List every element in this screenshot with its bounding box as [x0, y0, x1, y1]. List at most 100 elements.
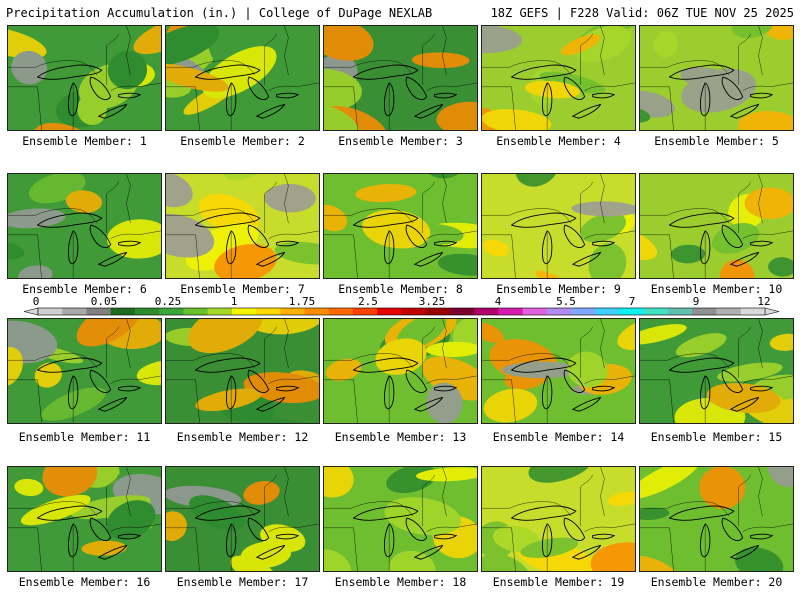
precip-map [482, 319, 635, 423]
precip-map [640, 174, 793, 278]
precip-map [482, 467, 635, 571]
precip-map [482, 174, 635, 278]
colorbar-swatch [619, 308, 645, 315]
colorbar-swatch [692, 308, 717, 315]
ensemble-panel-10 [639, 173, 794, 279]
ensemble-panel-2 [165, 25, 320, 131]
ensemble-panel-8 [323, 173, 478, 279]
ensemble-member-label: Ensemble Member: 8 [338, 282, 463, 296]
ensemble-panel-3 [323, 25, 478, 131]
colorbar-swatch [571, 308, 596, 315]
ensemble-member-label: Ensemble Member: 17 [176, 575, 309, 589]
precip-map [166, 319, 319, 423]
ensemble-member-label: Ensemble Member: 1 [22, 134, 147, 148]
colorbar-swatch [498, 308, 524, 315]
ensemble-panel-12 [165, 318, 320, 424]
colorbar-tick-label: 2.5 [358, 296, 378, 308]
colorbar-swatch [256, 308, 281, 315]
precip-map [8, 174, 161, 278]
colorbar-swatch [159, 308, 184, 315]
ensemble-member-label: Ensemble Member: 19 [492, 575, 625, 589]
precip-map [324, 174, 477, 278]
colorbar-swatch [110, 308, 136, 315]
ensemble-panel-7 [165, 173, 320, 279]
colorbar-legend: 0 0.05 0.25 1 1.75 2.5 3.25 4 5.5 7 9 12 [0, 296, 800, 320]
ensemble-panel-9 [481, 173, 636, 279]
colorbar-tick-label: 9 [693, 296, 700, 308]
ensemble-panel-19 [481, 466, 636, 572]
ensemble-member-label: Ensemble Member: 14 [492, 430, 625, 444]
ensemble-panel-20 [639, 466, 794, 572]
ensemble-member-label: Ensemble Member: 10 [650, 282, 783, 296]
colorbar-swatch [86, 308, 112, 315]
colorbar-swatch [304, 308, 330, 315]
colorbar-tick-label: 12 [757, 296, 770, 308]
ensemble-member-label: Ensemble Member: 3 [338, 134, 463, 148]
colorbar-tick-label: 7 [629, 296, 636, 308]
ensemble-panel-5 [639, 25, 794, 131]
ensemble-panel-1 [7, 25, 162, 131]
colorbar-swatch [207, 308, 233, 315]
precip-map [166, 174, 319, 278]
run-info: 18Z GEFS | F228 Valid: 06Z TUE NOV 25 20… [490, 6, 794, 20]
colorbar-swatch [740, 308, 766, 315]
colorbar-swatch [595, 308, 620, 315]
colorbar-swatch [716, 308, 742, 315]
colorbar-swatch [401, 308, 427, 315]
ensemble-member-label: Ensemble Member: 7 [180, 282, 305, 296]
precip-map [8, 467, 161, 571]
ensemble-panel-13 [323, 318, 478, 424]
ensemble-member-label: Ensemble Member: 13 [334, 430, 467, 444]
precip-map [324, 26, 477, 130]
colorbar-tick-label: 1 [231, 296, 238, 308]
ensemble-member-label: Ensemble Member: 4 [496, 134, 621, 148]
ensemble-panel-18 [323, 466, 478, 572]
colorbar-tick-label: 0.05 [91, 296, 118, 308]
ensemble-panel-16 [7, 466, 162, 572]
colorbar-tick-label: 4 [495, 296, 502, 308]
colorbar-swatch [231, 308, 257, 315]
colorbar-swatch [643, 308, 669, 315]
colorbar-swatch [425, 308, 451, 315]
ensemble-member-label: Ensemble Member: 9 [496, 282, 621, 296]
colorbar-swatch [546, 308, 572, 315]
colorbar-swatch [474, 308, 499, 315]
colorbar-tick-label: 1.75 [289, 296, 316, 308]
ensemble-panel-6 [7, 173, 162, 279]
ensemble-panel-15 [639, 318, 794, 424]
precip-map [482, 26, 635, 130]
colorbar-swatch [449, 308, 475, 315]
page-title: Precipitation Accumulation (in.) | Colle… [6, 6, 433, 20]
precip-map [324, 467, 477, 571]
precip-map [640, 319, 793, 423]
ensemble-member-label: Ensemble Member: 18 [334, 575, 467, 589]
ensemble-member-label: Ensemble Member: 20 [650, 575, 783, 589]
colorbar-swatch [183, 308, 209, 315]
ensemble-member-label: Ensemble Member: 16 [18, 575, 151, 589]
ensemble-member-label: Ensemble Member: 15 [650, 430, 783, 444]
colorbar-tick-label: 0 [33, 296, 40, 308]
ensemble-panel-17 [165, 466, 320, 572]
ensemble-panel-14 [481, 318, 636, 424]
colorbar-swatch [522, 308, 548, 315]
colorbar-tick-label: 3.25 [419, 296, 446, 308]
precip-map [8, 319, 161, 423]
ensemble-panel-11 [7, 318, 162, 424]
precip-map [8, 26, 161, 130]
colorbar-swatch [328, 308, 354, 315]
precip-map [166, 467, 319, 571]
ensemble-member-label: Ensemble Member: 11 [18, 430, 151, 444]
colorbar-tick-label: 0.25 [155, 296, 182, 308]
colorbar-swatch [280, 308, 305, 315]
ensemble-member-label: Ensemble Member: 2 [180, 134, 305, 148]
ensemble-member-label: Ensemble Member: 12 [176, 430, 309, 444]
colorbar-swatch [668, 308, 693, 315]
colorbar-swatch [353, 308, 378, 315]
ensemble-member-label: Ensemble Member: 6 [22, 282, 147, 296]
colorbar-swatch [38, 308, 63, 315]
colorbar-tick-label: 5.5 [556, 296, 576, 308]
ensemble-panel-4 [481, 25, 636, 131]
precip-map [640, 467, 793, 571]
colorbar-swatch [377, 308, 402, 315]
precip-map [640, 26, 793, 130]
